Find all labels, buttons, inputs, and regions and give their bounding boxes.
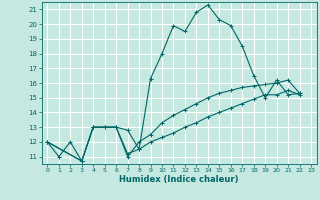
X-axis label: Humidex (Indice chaleur): Humidex (Indice chaleur) (119, 175, 239, 184)
